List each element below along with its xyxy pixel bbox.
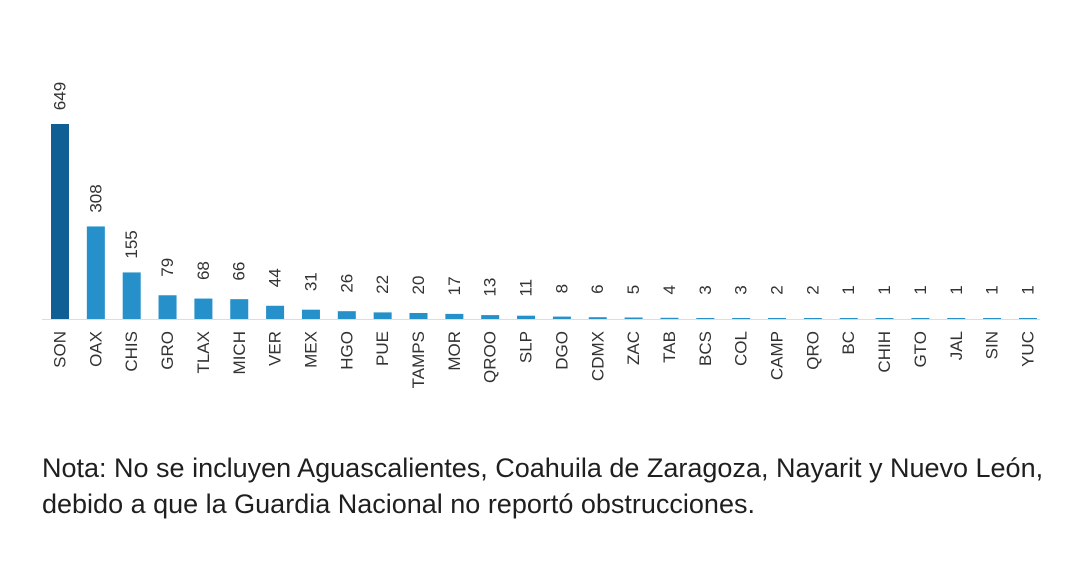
- bar-sin: [983, 318, 1002, 319]
- value-label-chih: 1: [875, 285, 894, 294]
- category-label-bcs: BCS: [696, 331, 715, 366]
- category-labels-group: SON OAX CHIS GRO TLAX MICH VER MEX HGO PUE TAMPS MO…: [51, 331, 1038, 388]
- category-label-pue: PUE: [373, 331, 392, 366]
- bar-yuc: [1018, 318, 1037, 319]
- value-label-pue: 22: [373, 275, 392, 294]
- category-label-tlax: TLAX: [194, 331, 213, 374]
- category-label-mich: MICH: [230, 331, 249, 374]
- bar-zac: [624, 317, 643, 319]
- value-label-zac: 5: [624, 285, 643, 294]
- category-label-jal: JAL: [947, 331, 966, 360]
- value-label-mich: 66: [230, 262, 249, 281]
- bar-tamps: [409, 312, 428, 319]
- bar-ver: [266, 305, 285, 319]
- category-label-camp: CAMP: [768, 331, 787, 380]
- category-label-chih: CHIH: [875, 331, 894, 373]
- value-label-col: 3: [732, 285, 751, 294]
- value-label-mex: 31: [301, 272, 320, 291]
- value-label-tlax: 68: [194, 261, 213, 280]
- bar-bcs: [696, 318, 715, 319]
- category-label-ver: VER: [266, 331, 285, 366]
- category-label-slp: SLP: [517, 331, 536, 363]
- bar-mex: [301, 309, 320, 319]
- bar-camp: [768, 318, 786, 319]
- bar-qroo: [481, 315, 500, 319]
- value-label-bcs: 3: [696, 285, 715, 294]
- value-label-gto: 1: [911, 285, 930, 294]
- category-label-mex: MEX: [301, 331, 320, 368]
- category-label-zac: ZAC: [624, 331, 643, 365]
- value-label-slp: 11: [517, 279, 536, 297]
- bar-son: [51, 124, 69, 319]
- value-label-tab: 4: [660, 285, 679, 294]
- value-label-chis: 155: [122, 230, 141, 258]
- value-label-oax: 308: [86, 184, 105, 212]
- bar-gro: [158, 295, 177, 319]
- category-label-col: COL: [732, 331, 751, 366]
- bar-gto: [911, 318, 930, 319]
- bar-chis: [122, 272, 141, 319]
- value-label-mor: 17: [445, 276, 464, 295]
- value-label-hgo: 26: [337, 274, 356, 293]
- value-label-qro: 2: [803, 285, 822, 294]
- bar-hgo: [337, 311, 356, 319]
- category-label-tab: TAB: [660, 331, 679, 363]
- category-label-yuc: YUC: [1018, 331, 1037, 367]
- footnote: Nota: No se incluyen Aguascalientes, Coa…: [42, 453, 1044, 519]
- bar-slp: [517, 315, 536, 319]
- value-label-yuc: 1: [1018, 285, 1037, 294]
- bar-jal: [947, 318, 966, 319]
- category-label-qro: QRO: [803, 331, 822, 370]
- category-label-gro: GRO: [158, 331, 177, 370]
- bar-cdmx: [588, 317, 607, 319]
- category-label-gto: GTO: [911, 331, 930, 368]
- category-label-oax: OAX: [86, 331, 105, 367]
- category-label-hgo: HGO: [337, 331, 356, 370]
- bar-pue: [373, 312, 392, 319]
- category-label-sin: SIN: [983, 331, 1002, 359]
- value-label-ver: 44: [266, 268, 285, 287]
- category-label-dgo: DGO: [552, 331, 571, 370]
- category-label-tamps: TAMPS: [409, 331, 428, 388]
- value-label-qroo: 13: [481, 278, 500, 297]
- category-label-mor: MOR: [445, 331, 464, 371]
- bar-mor: [445, 313, 464, 319]
- category-label-son: SON: [51, 331, 70, 368]
- bar-tab: [660, 317, 679, 319]
- value-label-bc: 1: [839, 285, 858, 294]
- bars-group: [51, 124, 1037, 319]
- bar-qro: [803, 318, 822, 319]
- value-label-son: 649: [51, 82, 70, 110]
- bar-oax: [86, 226, 105, 319]
- value-label-sin: 1: [983, 285, 1002, 294]
- value-label-dgo: 8: [552, 284, 571, 293]
- bar-tlax: [194, 298, 213, 319]
- bar-col: [732, 318, 751, 319]
- value-label-cdmx: 6: [588, 284, 607, 293]
- category-label-cdmx: CDMX: [588, 331, 607, 381]
- category-label-chis: CHIS: [122, 331, 141, 372]
- value-label-tamps: 20: [409, 276, 428, 295]
- bar-dgo: [552, 316, 571, 319]
- category-label-bc: BC: [839, 331, 858, 355]
- bar-chih: [875, 318, 894, 319]
- value-label-camp: 2: [768, 285, 787, 294]
- bar-mich: [230, 299, 249, 319]
- category-label-qroo: QROO: [481, 331, 500, 383]
- value-label-gro: 79: [158, 258, 177, 277]
- bar-bc: [839, 318, 858, 319]
- value-label-jal: 1: [947, 285, 966, 294]
